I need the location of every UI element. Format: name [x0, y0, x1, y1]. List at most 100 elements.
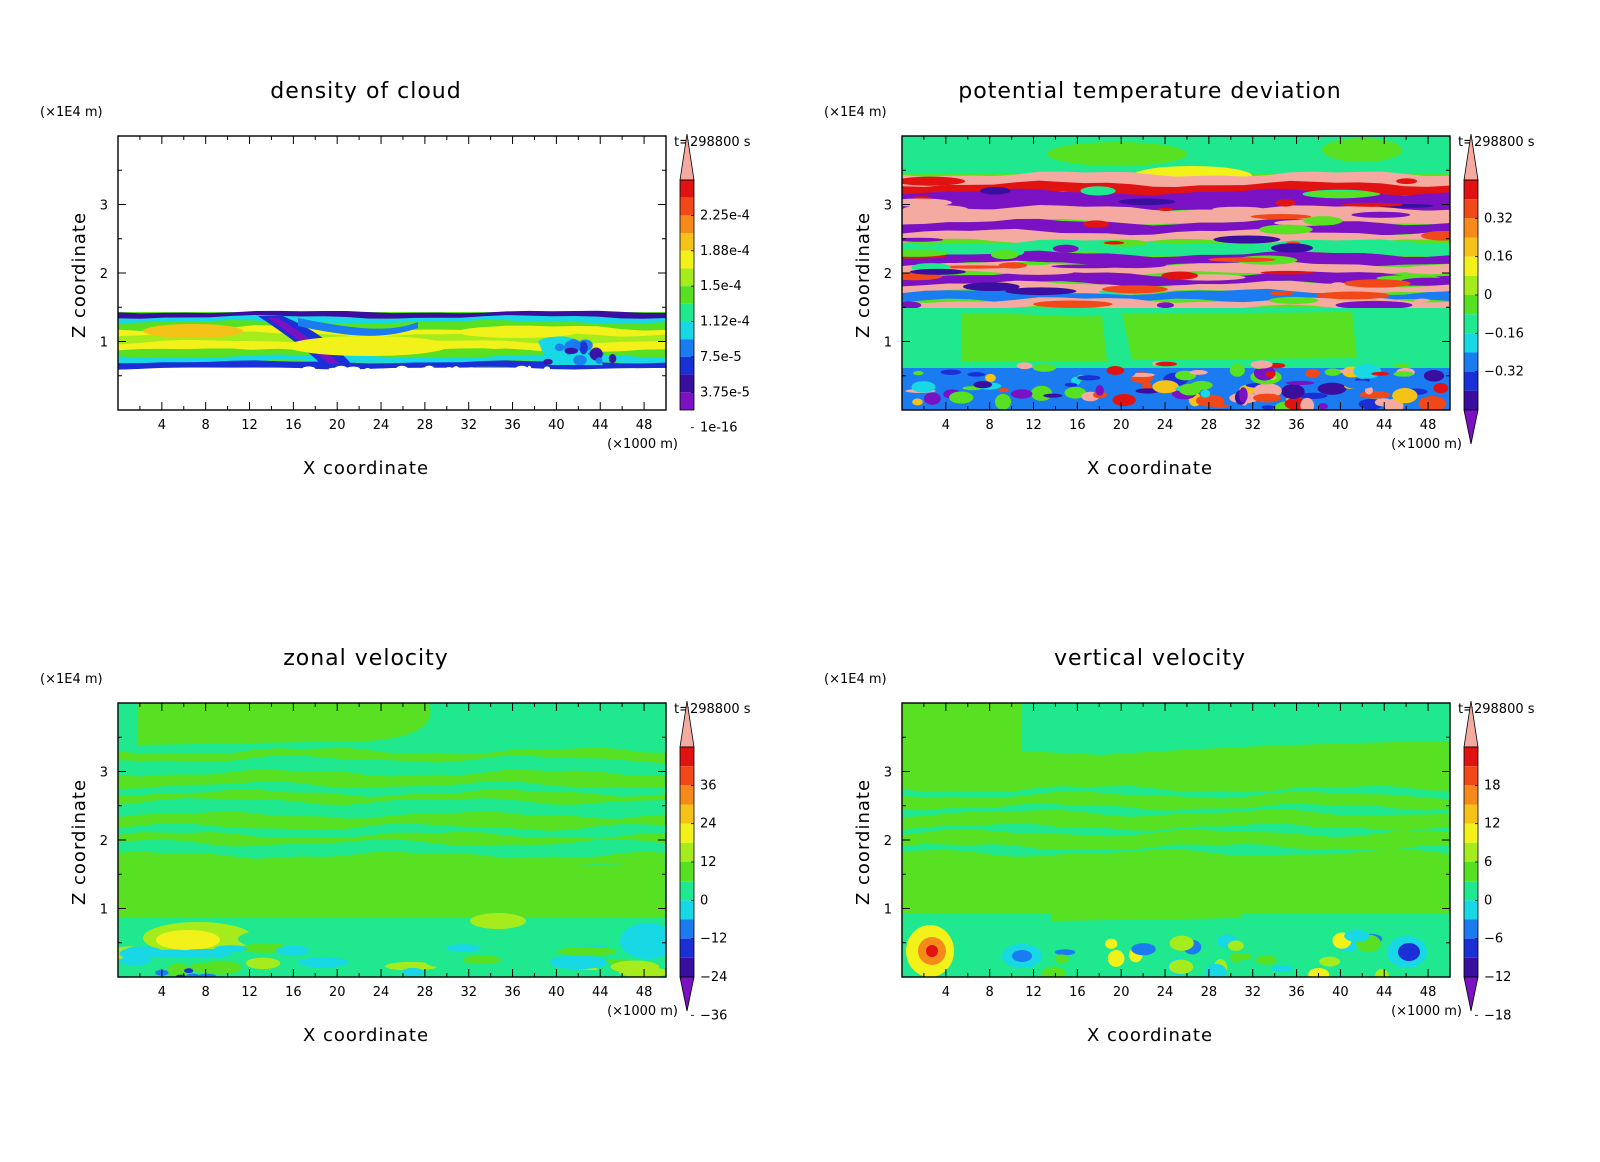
x-tick-label: 20 [329, 418, 346, 433]
y-axis-label: Z coordinate [853, 779, 874, 905]
x-tick-label: 36 [504, 985, 521, 1000]
colorbar-label: −18 [1484, 1008, 1511, 1023]
colorbar-swatch [1464, 275, 1478, 295]
x-tick-label: 32 [460, 985, 477, 1000]
colorbar-swatch [680, 747, 694, 767]
colorbar-swatch [680, 233, 694, 251]
y-tick-label: 2 [884, 834, 892, 849]
colorbar-label: 2.25e-4 [700, 208, 750, 223]
colorbar: 0.32 0.16 0 −0.16 −0.32 [1463, 133, 1524, 445]
colorbar-label: 12 [700, 855, 717, 870]
colorbar-label: −36 [700, 1008, 727, 1023]
colorbar-label: 3.75e-5 [700, 385, 750, 400]
colorbar-swatch [680, 392, 694, 410]
x-tick-label: 20 [329, 985, 346, 1000]
x-tick-label: 40 [1332, 418, 1349, 433]
x-axis-label: X coordinate [303, 458, 429, 479]
x-tick-label: 48 [1420, 418, 1437, 433]
y-tick-label: 3 [884, 199, 892, 214]
x-tick-label: 24 [373, 985, 390, 1000]
colorbar-swatch [680, 881, 694, 901]
x-scale-label: (×1000 m) [1391, 1004, 1462, 1019]
colorbar-label: −6 [1484, 932, 1503, 947]
x-tick-label: 20 [1113, 418, 1130, 433]
chart-title: zonal velocity [283, 646, 449, 671]
contour-field [118, 310, 666, 373]
colorbar-swatch [680, 339, 694, 357]
colorbar-swatch [680, 180, 694, 198]
x-axis-label: X coordinate [303, 1025, 429, 1046]
colorbar-swatch [1464, 919, 1478, 939]
x-tick-label: 44 [1376, 418, 1393, 433]
x-tick-label: 28 [1201, 418, 1218, 433]
x-scale-label: (×1000 m) [607, 1004, 678, 1019]
x-scale-label: (×1000 m) [607, 437, 678, 452]
x-tick-label: 8 [202, 418, 210, 433]
x-tick-label: 32 [460, 418, 477, 433]
y-tick-label: 2 [100, 834, 108, 849]
colorbar-swatch [680, 303, 694, 322]
colorbar-swatch [1464, 256, 1478, 276]
colorbar-swatch [680, 374, 694, 393]
x-tick-label: 44 [592, 418, 609, 433]
colorbar-swatch [1464, 766, 1478, 786]
colorbar-swatch [1464, 390, 1478, 410]
colorbar-swatch [680, 957, 694, 977]
colorbar-swatch [680, 356, 694, 375]
y-scale-label: (×1E4 m) [824, 672, 887, 687]
x-tick-label: 24 [1157, 418, 1174, 433]
colorbar-swatch [680, 804, 694, 824]
colorbar-swatch [680, 321, 694, 340]
x-tick-label: 8 [986, 985, 994, 1000]
colorbar-swatch [1464, 900, 1478, 920]
time-label: t=298800 s [674, 702, 751, 717]
x-tick-label: 40 [1332, 985, 1349, 1000]
colorbar-label: 6 [1484, 855, 1492, 870]
colorbar: 2.25e-4 1.88e-4 1.5e-4 1.12e-4 7.5e-5 3.75e-5… [679, 133, 750, 436]
x-tick-label: 4 [158, 985, 166, 1000]
chart-title: potential temperature deviation [958, 79, 1341, 104]
colorbar-lower-arrow [679, 976, 695, 1012]
y-scale-label: (×1E4 m) [824, 105, 887, 120]
colorbar-label: 1.5e-4 [700, 279, 742, 294]
x-tick-label: 12 [1025, 985, 1042, 1000]
colorbar-label: −12 [700, 932, 727, 947]
y-tick-label: 3 [100, 766, 108, 781]
x-tick-label: 12 [241, 418, 258, 433]
y-tick-label: 1 [884, 903, 892, 918]
colorbar-swatch [1464, 371, 1478, 391]
time-label: t=298800 s [1458, 702, 1535, 717]
x-tick-label: 36 [1288, 418, 1305, 433]
colorbar-swatch [1464, 295, 1478, 315]
y-tick-label: 2 [884, 267, 892, 282]
x-tick-label: 16 [285, 418, 302, 433]
x-tick-label: 32 [1244, 985, 1261, 1000]
x-tick-label: 8 [986, 418, 994, 433]
colorbar-label: 0 [700, 893, 708, 908]
x-tick-label: 48 [1420, 985, 1437, 1000]
colorbar-label: 24 [700, 817, 717, 832]
x-tick-label: 12 [241, 985, 258, 1000]
colorbar-swatch [1464, 842, 1478, 862]
colorbar-swatch [680, 766, 694, 786]
colorbar-label: 7.5e-5 [700, 350, 742, 365]
x-tick-label: 28 [417, 418, 434, 433]
y-axis-label: Z coordinate [69, 779, 90, 905]
colorbar-swatch [1464, 804, 1478, 824]
colorbar-swatch [680, 197, 694, 216]
colorbar-lower-arrow [1463, 409, 1479, 445]
time-label: t=298800 s [674, 135, 751, 150]
x-tick-label: 28 [1201, 985, 1218, 1000]
colorbar-swatch [1464, 237, 1478, 257]
y-tick-label: 1 [100, 903, 108, 918]
colorbar-swatch [1464, 881, 1478, 901]
y-tick-label: 3 [884, 766, 892, 781]
colorbar: 36 24 12 0 −12 −24 −36 [679, 700, 727, 1023]
colorbar-swatch [680, 842, 694, 862]
y-axis-label: Z coordinate [853, 212, 874, 338]
colorbar-swatch [1464, 180, 1478, 200]
